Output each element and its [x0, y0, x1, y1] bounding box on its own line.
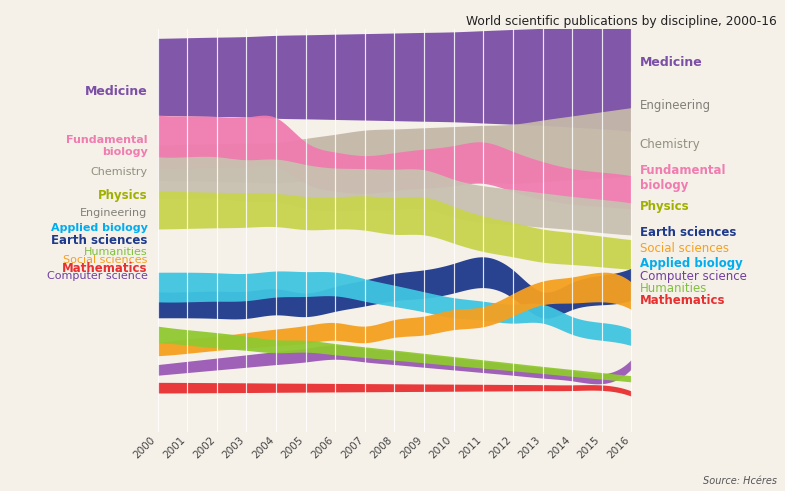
- Text: Physics: Physics: [640, 200, 689, 213]
- Text: World scientific publications by discipline, 2000-16: World scientific publications by discipl…: [466, 15, 777, 27]
- Text: Engineering: Engineering: [640, 100, 711, 112]
- Text: Earth sciences: Earth sciences: [640, 226, 736, 239]
- Text: Earth sciences: Earth sciences: [51, 234, 148, 246]
- Text: Source: Hcéres: Source: Hcéres: [703, 476, 777, 486]
- Text: Applied biology: Applied biology: [51, 222, 148, 233]
- Text: Fundamental
biology: Fundamental biology: [640, 164, 726, 191]
- Text: Computer science: Computer science: [640, 270, 747, 283]
- Text: Humanities: Humanities: [640, 282, 707, 295]
- Text: Humanities: Humanities: [84, 246, 148, 257]
- Text: Medicine: Medicine: [85, 85, 148, 98]
- Text: Fundamental
biology: Fundamental biology: [66, 136, 148, 157]
- Text: Social sciences: Social sciences: [64, 255, 148, 265]
- Text: Physics: Physics: [98, 189, 148, 202]
- Text: Mathematics: Mathematics: [62, 262, 148, 274]
- Text: Applied biology: Applied biology: [640, 257, 743, 270]
- Text: Medicine: Medicine: [640, 56, 703, 69]
- Text: Mathematics: Mathematics: [640, 294, 725, 306]
- Text: Chemistry: Chemistry: [90, 167, 148, 177]
- Text: Social sciences: Social sciences: [640, 242, 728, 254]
- Text: Engineering: Engineering: [80, 208, 148, 218]
- Text: Chemistry: Chemistry: [640, 137, 700, 151]
- Text: Computer science: Computer science: [46, 271, 148, 281]
